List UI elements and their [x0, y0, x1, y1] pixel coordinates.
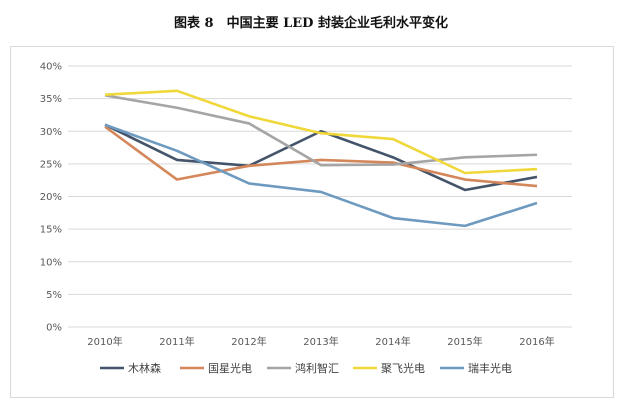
y-tick-label: 5% — [46, 290, 62, 301]
series-line-3 — [104, 94, 538, 167]
legend-label: 聚飞光电 — [381, 361, 425, 375]
x-tick-label: 2012年 — [231, 335, 266, 348]
x-tick-label: 2010年 — [87, 335, 122, 348]
legend-label: 木林森 — [128, 361, 161, 375]
chart-frame — [10, 46, 614, 398]
series-line-2 — [104, 125, 538, 188]
y-tick-label: 35% — [40, 94, 62, 105]
x-tick-label: 2014年 — [375, 335, 410, 348]
x-tick-label: 2015年 — [447, 335, 482, 348]
legend-label: 瑞丰光电 — [468, 361, 512, 375]
x-tick-label: 2013年 — [303, 335, 338, 348]
y-tick-label: 15% — [40, 225, 62, 236]
series-line-1 — [104, 123, 538, 192]
y-tick-label: 30% — [40, 127, 62, 138]
chart-title: 图表 8 中国主要 LED 封装企业毛利水平变化 — [174, 16, 448, 31]
series-line-5 — [104, 123, 538, 228]
legend-label: 国星光电 — [208, 361, 252, 375]
x-tick-label: 2016年 — [519, 335, 554, 348]
y-tick-label: 40% — [40, 62, 62, 73]
legend-label: 鸿利智汇 — [295, 361, 339, 375]
y-tick-label: 20% — [40, 192, 62, 203]
y-tick-label: 25% — [40, 159, 62, 170]
y-tick-label: 0% — [46, 323, 62, 334]
y-tick-label: 10% — [40, 257, 62, 268]
x-tick-label: 2011年 — [159, 335, 194, 348]
series-line-4 — [104, 89, 538, 175]
